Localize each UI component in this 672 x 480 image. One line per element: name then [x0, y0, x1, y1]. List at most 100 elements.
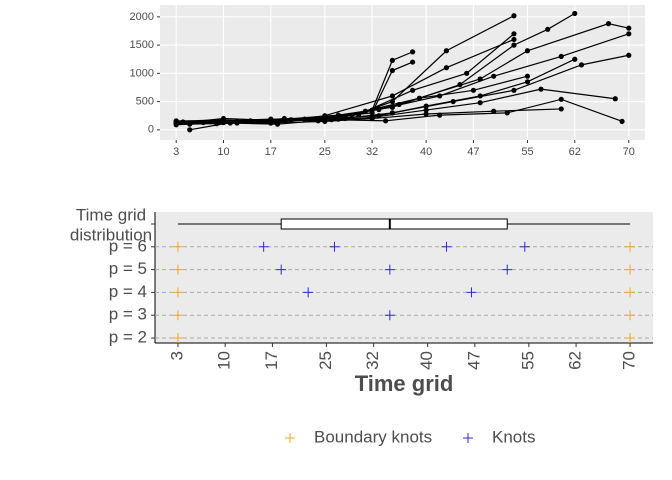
point [389, 57, 395, 63]
x-tick-label: 32 [363, 351, 382, 370]
x-tick-label: 62 [566, 351, 585, 370]
x-tick-label: 62 [569, 146, 581, 158]
x-tick-label: 32 [366, 146, 378, 158]
point [369, 110, 375, 116]
knot [172, 264, 183, 275]
x-tick-label: 10 [217, 146, 229, 158]
y-tick-label: p = 6 [109, 236, 147, 255]
point [443, 65, 450, 71]
point [538, 86, 544, 92]
point [423, 103, 429, 109]
knot [172, 287, 183, 298]
point [410, 87, 416, 93]
point [268, 120, 274, 126]
x-tick-label: 70 [620, 351, 639, 370]
point [578, 62, 585, 68]
point [268, 116, 274, 122]
box [280, 218, 508, 230]
trajectory [176, 108, 562, 125]
point [477, 100, 483, 106]
point [491, 73, 497, 79]
point [572, 56, 578, 62]
x-tick-label: 47 [467, 146, 479, 158]
point [464, 70, 470, 76]
x-tick-label: 40 [417, 351, 436, 370]
point [511, 36, 517, 43]
point [612, 96, 618, 102]
knot [276, 264, 287, 275]
point [416, 95, 422, 101]
y-tick-label: p = 3 [109, 305, 147, 324]
y-tick-label: 0 [148, 124, 154, 136]
knot [258, 241, 269, 252]
y-tick-label: 1500 [130, 39, 154, 51]
x-tick-label: 40 [420, 146, 432, 158]
y-tick-label: 500 [136, 95, 154, 107]
point [443, 48, 450, 54]
point [173, 120, 179, 126]
point [470, 87, 477, 93]
knot [329, 241, 340, 252]
knot [466, 287, 477, 298]
y-tick-label: p = 5 [109, 259, 147, 278]
x-tick-label: 55 [521, 146, 533, 158]
knot [625, 241, 636, 252]
point [626, 52, 632, 58]
point [545, 26, 551, 32]
knot [625, 333, 636, 343]
point [322, 118, 328, 124]
y-tick-label: p = 2 [109, 327, 147, 346]
point [558, 106, 564, 112]
knot [502, 264, 513, 275]
x-axis-title: Time grid [355, 371, 454, 396]
point [511, 42, 517, 48]
point [389, 93, 395, 99]
point [504, 110, 510, 116]
point [410, 49, 416, 55]
knot [625, 310, 636, 321]
point [423, 107, 429, 113]
x-tick-label: 47 [464, 351, 483, 370]
point [491, 108, 497, 114]
point [626, 25, 632, 31]
point [410, 59, 416, 65]
x-tick-label: 25 [319, 146, 331, 158]
x-tick-label: 3 [173, 146, 179, 158]
knot [625, 264, 636, 275]
knot [303, 287, 314, 298]
x-tick-label: 3 [167, 351, 186, 360]
point [220, 118, 227, 124]
x-tick-label: 25 [316, 351, 335, 370]
point [362, 108, 368, 114]
x-tick-label: 70 [623, 146, 635, 158]
point [572, 10, 578, 17]
bottom-panel [155, 212, 653, 343]
knot [625, 287, 636, 298]
point [558, 53, 564, 60]
point [524, 79, 531, 85]
trajectory [176, 75, 528, 124]
point [369, 115, 375, 122]
legend-label: Knots [492, 427, 535, 446]
y-tick-label: distribution [70, 225, 152, 244]
legend-key [285, 433, 295, 443]
y-tick-label: p = 4 [109, 282, 147, 301]
point [315, 117, 321, 123]
x-tick-label: 17 [262, 351, 281, 370]
x-tick-label: 10 [215, 351, 234, 370]
x-tick-label: 55 [518, 351, 537, 370]
point [477, 93, 483, 99]
point [558, 96, 564, 102]
legend-key [463, 433, 473, 443]
y-tick-label: 2000 [130, 11, 154, 23]
knot [172, 333, 183, 343]
y-tick-label: Time grid [76, 205, 146, 224]
knot [441, 241, 452, 252]
point [187, 127, 193, 133]
knot [384, 264, 395, 275]
point [605, 21, 612, 27]
point [524, 48, 531, 54]
point [511, 87, 517, 93]
knot [172, 241, 183, 252]
